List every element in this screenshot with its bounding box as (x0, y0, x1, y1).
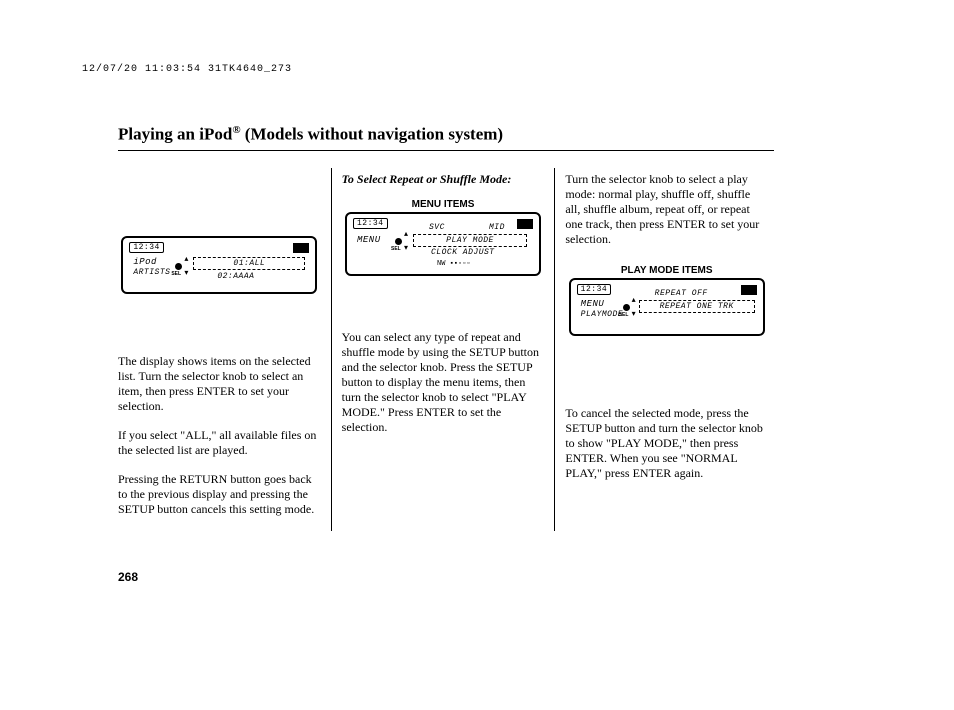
sel-label: SEL (391, 246, 401, 252)
paragraph: You can select any type of repeat and sh… (342, 330, 545, 435)
manual-page: 12/07/20 11:03:54 31TK4640_273 Playing a… (0, 0, 954, 710)
display-line-1: iPod (133, 257, 157, 267)
figure-label: PLAY MODE ITEMS (621, 265, 713, 276)
paragraph: The display shows items on the selected … (118, 354, 321, 414)
page-number: 268 (118, 570, 138, 584)
column-1: 12:34 iPod ARTISTS SEL ▴ ▾ 01:ALL 02:AAA… (118, 168, 331, 531)
menu-item-svc: SVC (429, 223, 445, 232)
section-subhead: To Select Repeat or Shuffle Mode: (342, 172, 545, 187)
spacer (565, 346, 768, 406)
paragraph: Turn the selector knob to select a play … (565, 172, 768, 247)
sel-label: SEL (171, 271, 181, 277)
page-title: Playing an iPod® (Models without navigat… (118, 124, 503, 145)
clock-readout: 12:34 (353, 218, 388, 229)
selector-dot (395, 238, 402, 245)
display-1: 12:34 iPod ARTISTS SEL ▴ ▾ 01:ALL 02:AAA… (121, 236, 317, 294)
display-3: 12:34 MENU PLAYMODE SEL ▴ ▾ REPEAT OFF R… (569, 278, 765, 336)
figure-3: PLAY MODE ITEMS 12:34 MENU PLAYMODE SEL … (571, 261, 763, 336)
arrow-up-icon: ▴ (632, 295, 636, 304)
title-rule (118, 150, 774, 151)
figure-1: 12:34 iPod ARTISTS SEL ▴ ▾ 01:ALL 02:AAA… (123, 236, 315, 294)
arrow-down-icon: ▾ (404, 243, 408, 252)
indicator-icon (293, 243, 309, 253)
figure-2: MENU ITEMS 12:34 MENU SEL ▴ ▾ SVC MID PL… (347, 195, 539, 276)
arrow-up-icon: ▴ (184, 254, 188, 263)
arrow-down-icon: ▾ (184, 268, 188, 277)
title-text-post: (Models without navigation system) (241, 125, 504, 144)
title-text-pre: Playing an iPod (118, 125, 232, 144)
header-timestamp: 12/07/20 11:03:54 31TK4640_273 (82, 64, 292, 75)
clock-readout: 12:34 (577, 284, 612, 295)
clock-readout: 12:34 (129, 242, 164, 253)
column-2: To Select Repeat or Shuffle Mode: MENU I… (331, 168, 555, 531)
paragraph: If you select "ALL," all available files… (118, 428, 321, 458)
spacer (118, 304, 321, 354)
list-item-1: 01:ALL (193, 257, 305, 270)
spacer (342, 286, 545, 330)
nw-indicator: NW ▪▪▫▫▫ (437, 260, 471, 268)
display-2: 12:34 MENU SEL ▴ ▾ SVC MID PLAY MODE CLO… (345, 212, 541, 276)
figure-label: MENU ITEMS (412, 199, 475, 210)
menu-item-selected: PLAY MODE (413, 234, 527, 247)
spacer (118, 168, 321, 236)
paragraph: Pressing the RETURN button goes back to … (118, 472, 321, 517)
column-3: Turn the selector knob to select a play … (554, 168, 778, 531)
playmode-item-1: REPEAT OFF (655, 289, 708, 298)
paragraph: To cancel the selected mode, press the S… (565, 406, 768, 481)
display-line-1: MENU (581, 299, 605, 309)
menu-item-clock: CLOCK ADJUST (431, 248, 495, 257)
registered-mark: ® (232, 124, 240, 136)
indicator-icon (741, 285, 757, 295)
list-item-2: 02:AAAA (217, 272, 254, 281)
indicator-icon (517, 219, 533, 229)
display-line-2: PLAYMODE (581, 310, 623, 319)
sel-label: SEL (619, 312, 629, 318)
playmode-item-selected: REPEAT ONE TRK (639, 300, 755, 313)
arrow-down-icon: ▾ (632, 309, 636, 318)
content-columns: 12:34 iPod ARTISTS SEL ▴ ▾ 01:ALL 02:AAA… (118, 168, 778, 531)
display-line-1: MENU (357, 235, 381, 245)
display-line-2: ARTISTS (133, 268, 170, 277)
selector-dot (175, 263, 182, 270)
selector-dot (623, 304, 630, 311)
menu-item-mid: MID (489, 223, 505, 232)
arrow-up-icon: ▴ (404, 229, 408, 238)
